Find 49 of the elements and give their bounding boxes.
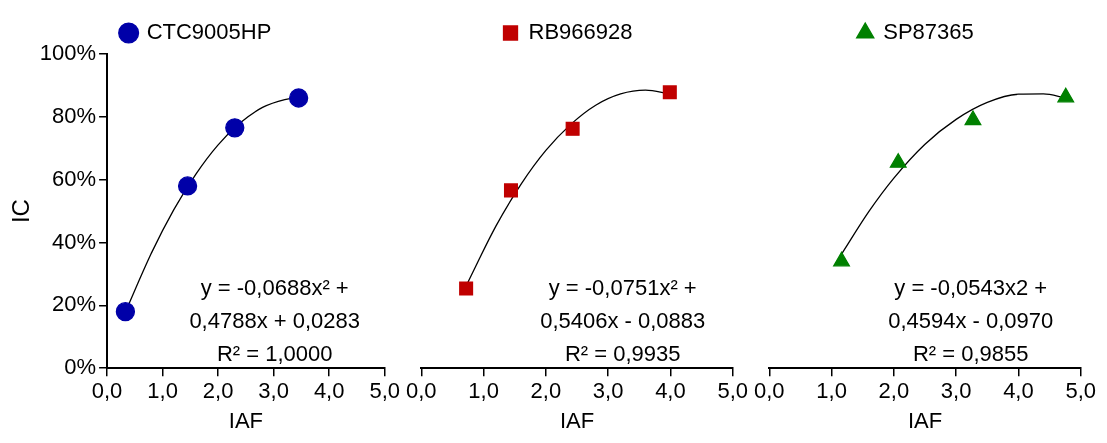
point [503,183,518,198]
annotation: y = -0,0543x2 + 0,4594x - 0,0970 [888,275,1054,334]
x-axis-title: IAF [907,407,943,433]
point [833,251,850,267]
y-tick-label: 80% [52,102,97,128]
point [115,301,136,322]
y-tick-label: 0% [64,354,97,380]
x-tick-label: 3,0 [940,378,972,404]
x-tick-label: 0,0 [405,378,437,404]
x-axis-title: IAF [228,407,264,433]
x-tick-label: 2,0 [878,378,910,404]
x-tick-label: 5,0 [717,378,749,404]
x-tick-label: 4,0 [313,378,345,404]
point [662,85,677,100]
point [964,110,982,126]
x-tick-label: 4,0 [655,378,686,404]
point [889,153,907,168]
annotation: y = -0,0751x² + 0,5406x - 0,0883 [540,275,706,334]
x-tick-label: 0,0 [753,378,785,404]
point [177,176,198,196]
y-tick-label: 100% [39,40,97,66]
point [225,118,245,138]
annotation: R² = 0,9935 [564,341,681,367]
point [459,281,474,296]
x-tick-label: 1,0 [147,378,178,404]
x-tick-label: 1,0 [468,378,499,404]
y-tick-label: 20% [52,291,97,317]
x-tick-label: 0,0 [91,378,123,404]
point [565,121,580,136]
x-tick-label: 2,0 [530,378,562,404]
legend-label: CTC9005HP [146,19,272,45]
x-axis-title: IAF [559,407,595,433]
x-tick-label: 5,0 [369,378,401,404]
y-axis-title: IC [7,199,35,224]
legend-label: SP87365 [883,19,974,45]
legend-label: RB966928 [528,19,633,45]
y-tick-label: 40% [52,228,97,254]
x-tick-label: 3,0 [258,378,289,404]
annotation: R² = 0,9855 [912,341,1029,367]
y-tick-label: 60% [52,165,97,191]
point [1057,87,1075,103]
annotation: y = -0,0688x² + 0,4788x + 0,0283 [189,275,361,334]
x-tick-label: 1,0 [816,378,847,404]
x-tick-label: 4,0 [1003,378,1034,404]
x-tick-label: 3,0 [592,378,624,404]
x-tick-label: 2,0 [202,378,234,404]
x-tick-label: 5,0 [1065,378,1097,404]
annotation: R² = 1,0000 [216,341,333,367]
point [288,88,309,108]
